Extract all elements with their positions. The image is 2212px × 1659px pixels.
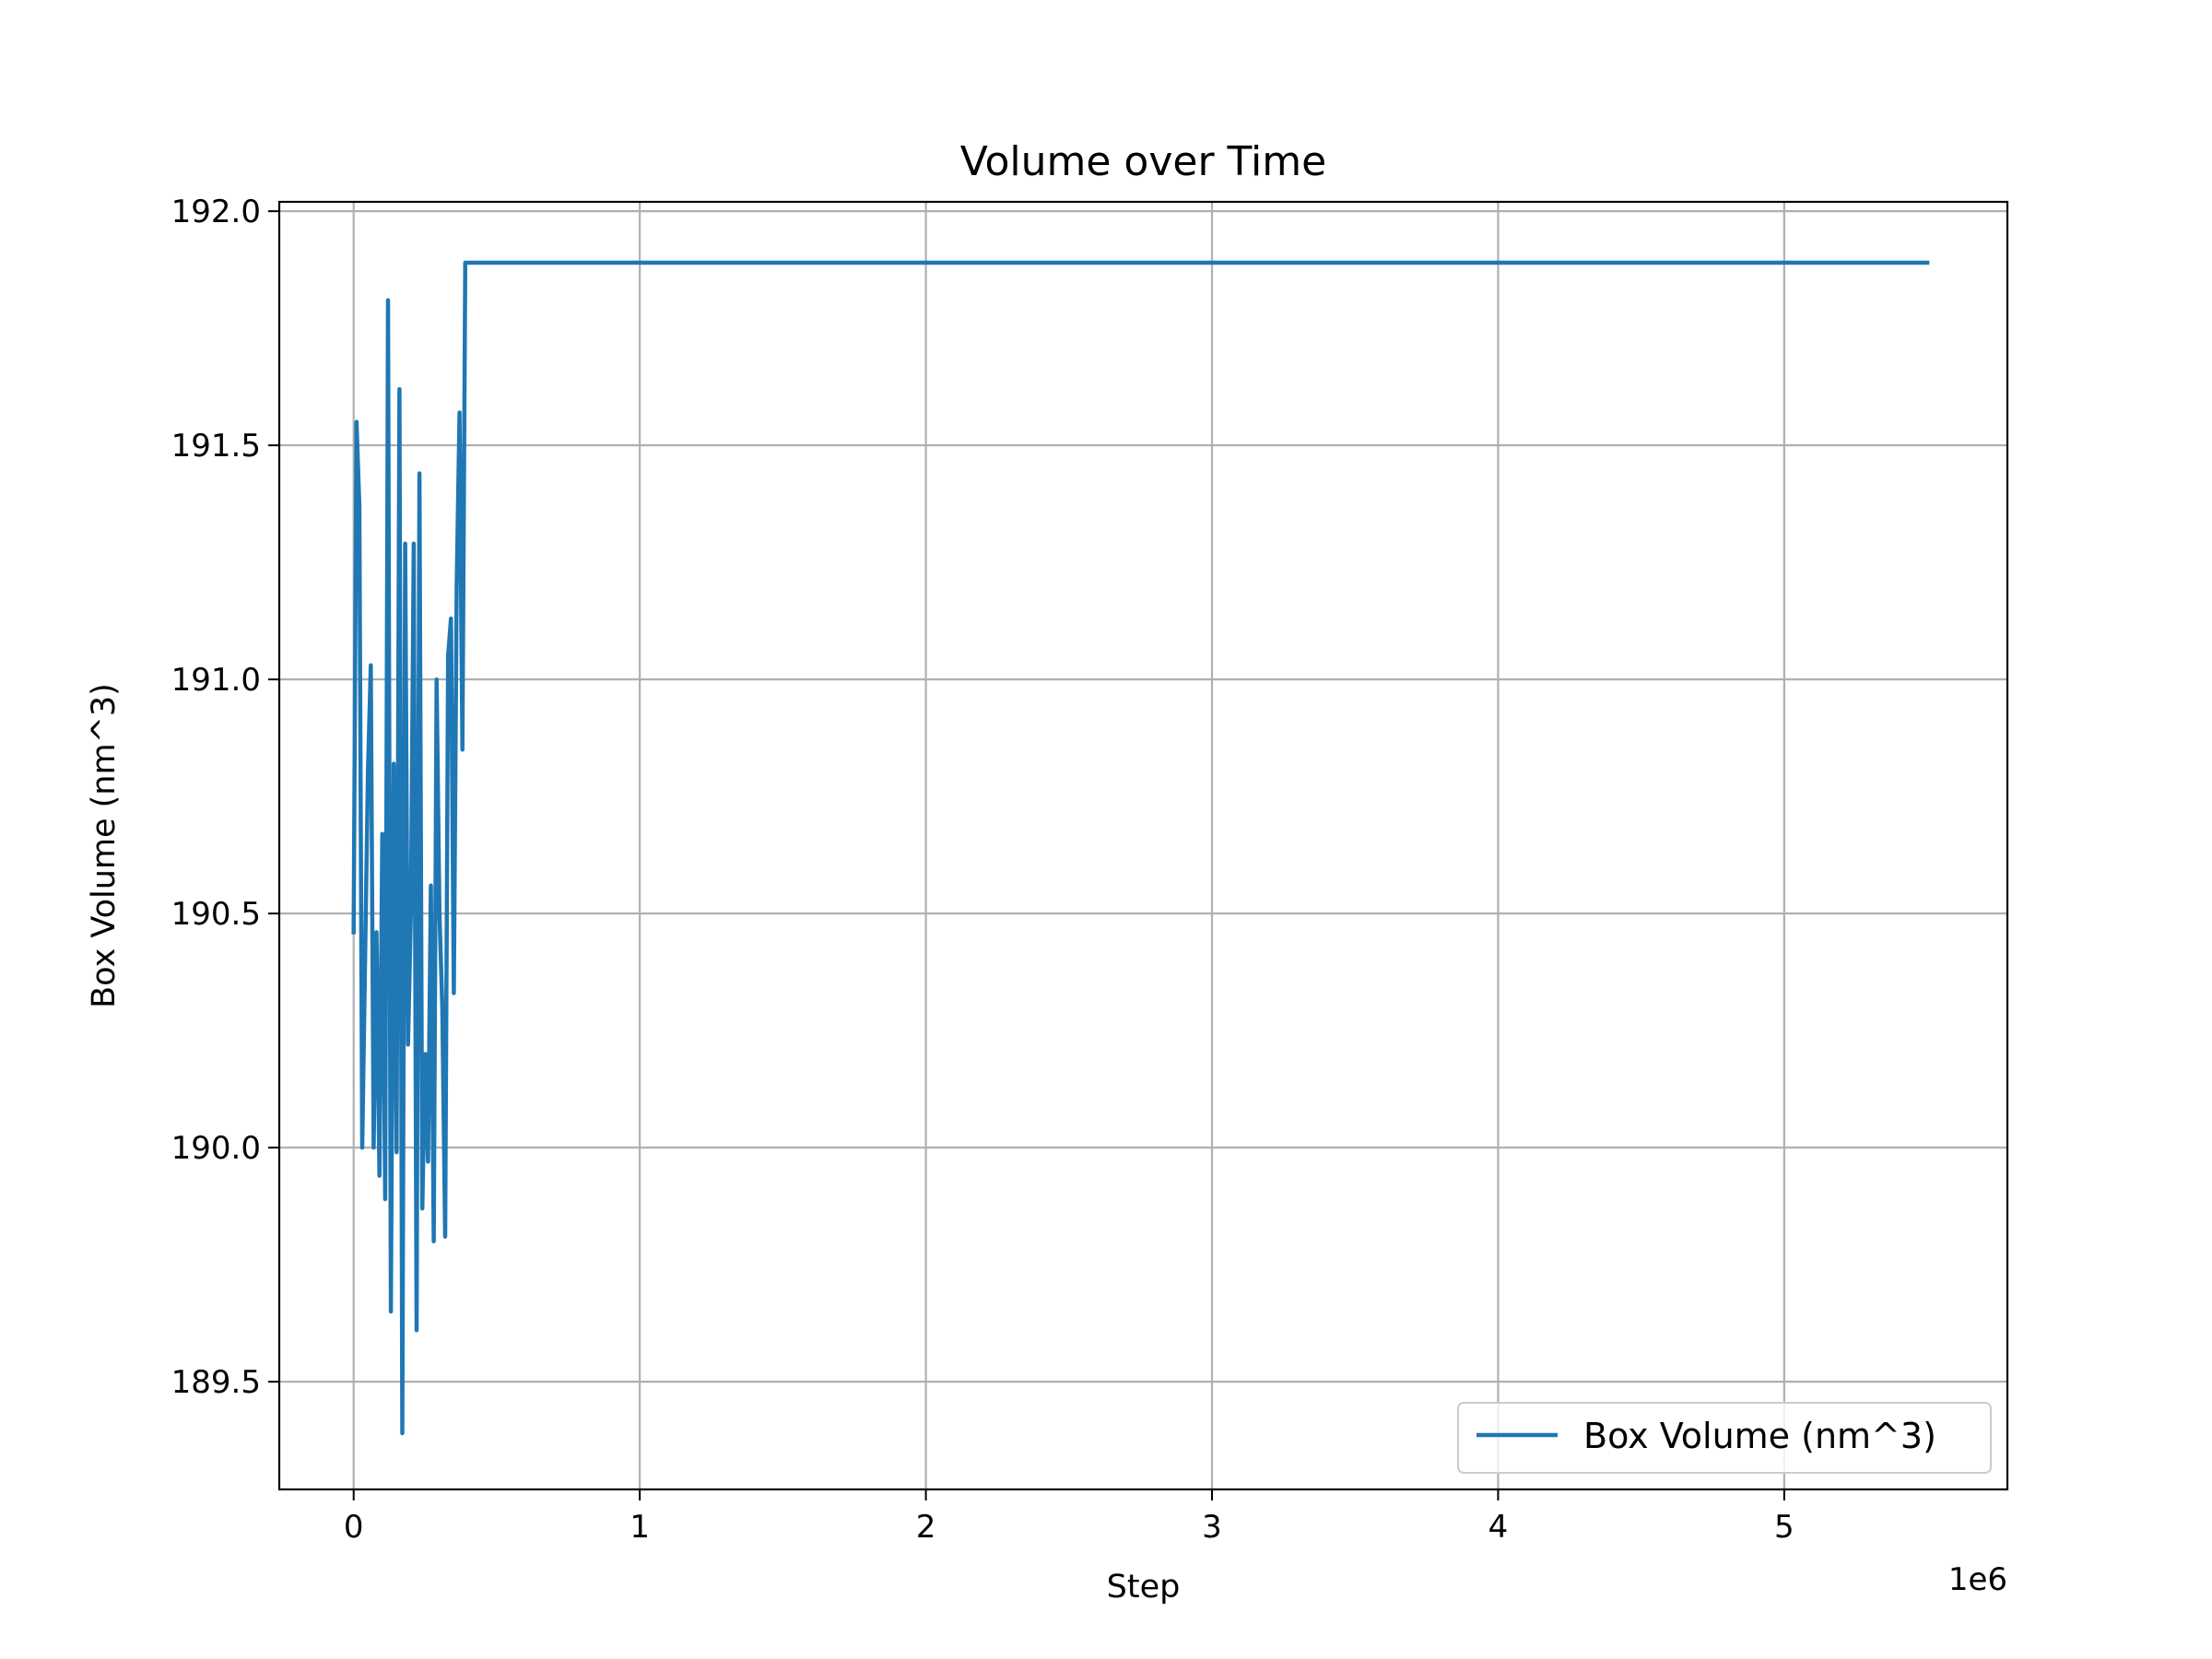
x-offset-label: 1e6: [1948, 1561, 2007, 1598]
series-layer: [351, 260, 1930, 1436]
series-line-box-volume: [351, 260, 1930, 1436]
x-tick-label: 0: [344, 1509, 364, 1546]
y-tick-label: 189.5: [171, 1364, 261, 1401]
grid-lines: [279, 202, 2007, 1489]
y-tick-label: 192.0: [171, 194, 261, 230]
x-tick-label: 2: [916, 1509, 936, 1546]
y-tick-label: 191.5: [171, 428, 261, 465]
x-tick-label: 5: [1774, 1509, 1794, 1546]
y-tick-label: 190.5: [171, 896, 261, 933]
legend-label: Box Volume (nm^3): [1583, 1416, 1936, 1456]
x-tick-label: 1: [629, 1509, 650, 1546]
legend: Box Volume (nm^3): [1457, 1402, 1992, 1474]
axis-ticks: 0 1 2 3 4 5 189.5 190.0 190.5 191.0 191.5 192.0: [171, 194, 1794, 1546]
chart-title: Volume over Time: [960, 138, 1326, 185]
x-tick-label: 3: [1202, 1509, 1222, 1546]
y-tick-label: 190.0: [171, 1130, 261, 1167]
y-tick-label: 191.0: [171, 662, 261, 699]
plot-frame: [277, 200, 2009, 1491]
x-axis-title: Step: [1107, 1569, 1181, 1606]
y-axis-title: Box Volume (nm^3): [86, 683, 123, 1008]
x-tick-label: 4: [1488, 1509, 1509, 1546]
legend-box: [1457, 1402, 1992, 1474]
